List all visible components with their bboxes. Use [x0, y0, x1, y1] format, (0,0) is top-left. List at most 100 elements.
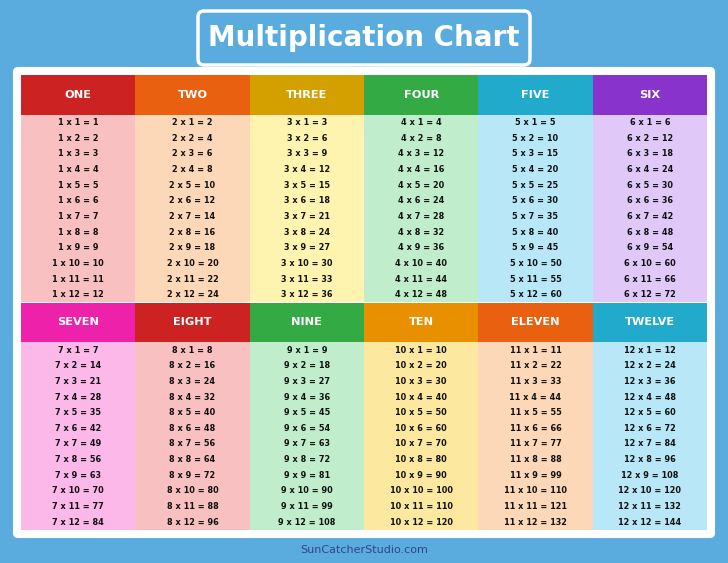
Text: 4 x 2 = 8: 4 x 2 = 8 — [401, 134, 441, 143]
Text: TWO: TWO — [178, 90, 207, 100]
Text: 3 x 11 = 33: 3 x 11 = 33 — [281, 275, 333, 284]
Text: 11 x 5 = 55: 11 x 5 = 55 — [510, 408, 561, 417]
Text: 12 x 9 = 108: 12 x 9 = 108 — [621, 471, 678, 480]
Text: 4 x 8 = 32: 4 x 8 = 32 — [398, 227, 444, 236]
Text: 10 x 1 = 10: 10 x 1 = 10 — [395, 346, 447, 355]
Text: 7 x 2 = 14: 7 x 2 = 14 — [55, 361, 101, 370]
Text: 3 x 6 = 18: 3 x 6 = 18 — [284, 196, 330, 205]
Text: 5 x 12 = 60: 5 x 12 = 60 — [510, 290, 561, 299]
Text: 11 x 11 = 121: 11 x 11 = 121 — [504, 502, 567, 511]
Text: 6 x 4 = 24: 6 x 4 = 24 — [627, 165, 673, 174]
Text: 10 x 7 = 70: 10 x 7 = 70 — [395, 440, 447, 449]
Bar — [364, 302, 478, 342]
Text: 11 x 2 = 22: 11 x 2 = 22 — [510, 361, 561, 370]
Text: 1 x 2 = 2: 1 x 2 = 2 — [58, 134, 98, 143]
Text: 5 x 11 = 55: 5 x 11 = 55 — [510, 275, 561, 284]
Text: 1 x 4 = 4: 1 x 4 = 4 — [58, 165, 98, 174]
Text: 10 x 8 = 80: 10 x 8 = 80 — [395, 455, 447, 464]
Bar — [135, 302, 250, 342]
Text: 5 x 9 = 45: 5 x 9 = 45 — [513, 243, 558, 252]
Text: 8 x 7 = 56: 8 x 7 = 56 — [170, 440, 215, 449]
Text: 8 x 8 = 64: 8 x 8 = 64 — [170, 455, 215, 464]
Text: 11 x 3 = 33: 11 x 3 = 33 — [510, 377, 561, 386]
Text: 6 x 11 = 66: 6 x 11 = 66 — [624, 275, 676, 284]
Text: 8 x 12 = 96: 8 x 12 = 96 — [167, 518, 218, 526]
Text: 3 x 4 = 12: 3 x 4 = 12 — [284, 165, 330, 174]
Text: 4 x 6 = 24: 4 x 6 = 24 — [398, 196, 444, 205]
Text: TWELVE: TWELVE — [625, 318, 675, 328]
Text: 2 x 6 = 12: 2 x 6 = 12 — [170, 196, 215, 205]
Text: 1 x 10 = 10: 1 x 10 = 10 — [52, 259, 104, 268]
Bar — [250, 342, 364, 530]
Bar — [593, 75, 707, 115]
Text: 2 x 2 = 4: 2 x 2 = 4 — [173, 134, 213, 143]
Text: FIVE: FIVE — [521, 90, 550, 100]
Text: 5 x 10 = 50: 5 x 10 = 50 — [510, 259, 561, 268]
Bar — [364, 115, 478, 302]
Text: 8 x 10 = 80: 8 x 10 = 80 — [167, 486, 218, 495]
Text: 7 x 3 = 21: 7 x 3 = 21 — [55, 377, 101, 386]
Text: 12 x 5 = 60: 12 x 5 = 60 — [624, 408, 676, 417]
Text: 10 x 6 = 60: 10 x 6 = 60 — [395, 424, 447, 433]
Text: 8 x 4 = 32: 8 x 4 = 32 — [170, 392, 215, 401]
Text: 4 x 3 = 12: 4 x 3 = 12 — [398, 149, 444, 158]
Text: 12 x 12 = 144: 12 x 12 = 144 — [618, 518, 681, 526]
Text: 9 x 4 = 36: 9 x 4 = 36 — [284, 392, 330, 401]
Text: 5 x 6 = 30: 5 x 6 = 30 — [513, 196, 558, 205]
Text: 6 x 10 = 60: 6 x 10 = 60 — [624, 259, 676, 268]
FancyBboxPatch shape — [14, 68, 714, 537]
Text: 2 x 12 = 24: 2 x 12 = 24 — [167, 290, 218, 299]
Text: 6 x 9 = 54: 6 x 9 = 54 — [627, 243, 673, 252]
Text: 11 x 12 = 132: 11 x 12 = 132 — [504, 518, 567, 526]
Text: 9 x 12 = 108: 9 x 12 = 108 — [278, 518, 336, 526]
Text: 1 x 7 = 7: 1 x 7 = 7 — [58, 212, 98, 221]
Bar — [593, 115, 707, 302]
Text: 1 x 11 = 11: 1 x 11 = 11 — [52, 275, 104, 284]
Text: 9 x 2 = 18: 9 x 2 = 18 — [284, 361, 330, 370]
Text: 4 x 11 = 44: 4 x 11 = 44 — [395, 275, 447, 284]
Text: 7 x 12 = 84: 7 x 12 = 84 — [52, 518, 104, 526]
Text: 10 x 11 = 110: 10 x 11 = 110 — [389, 502, 453, 511]
Text: 2 x 4 = 8: 2 x 4 = 8 — [173, 165, 213, 174]
Text: 5 x 8 = 40: 5 x 8 = 40 — [513, 227, 558, 236]
Text: 7 x 8 = 56: 7 x 8 = 56 — [55, 455, 101, 464]
Text: 7 x 1 = 7: 7 x 1 = 7 — [58, 346, 98, 355]
Text: 9 x 10 = 90: 9 x 10 = 90 — [281, 486, 333, 495]
Text: 8 x 3 = 24: 8 x 3 = 24 — [170, 377, 215, 386]
Text: 1 x 9 = 9: 1 x 9 = 9 — [58, 243, 98, 252]
Text: 2 x 9 = 18: 2 x 9 = 18 — [170, 243, 215, 252]
Text: 10 x 9 = 90: 10 x 9 = 90 — [395, 471, 447, 480]
Bar — [593, 342, 707, 530]
Bar — [250, 115, 364, 302]
Bar — [478, 302, 593, 342]
Text: 4 x 1 = 4: 4 x 1 = 4 — [401, 118, 442, 127]
Text: 12 x 1 = 12: 12 x 1 = 12 — [624, 346, 676, 355]
Text: 2 x 5 = 10: 2 x 5 = 10 — [170, 181, 215, 190]
Text: 11 x 8 = 88: 11 x 8 = 88 — [510, 455, 561, 464]
Text: 1 x 3 = 3: 1 x 3 = 3 — [58, 149, 98, 158]
Bar — [21, 75, 135, 115]
Text: 4 x 10 = 40: 4 x 10 = 40 — [395, 259, 447, 268]
Text: 3 x 7 = 21: 3 x 7 = 21 — [284, 212, 330, 221]
Text: NINE: NINE — [291, 318, 323, 328]
Text: 6 x 7 = 42: 6 x 7 = 42 — [627, 212, 673, 221]
FancyBboxPatch shape — [198, 11, 530, 65]
Text: 8 x 9 = 72: 8 x 9 = 72 — [170, 471, 215, 480]
Text: 5 x 2 = 10: 5 x 2 = 10 — [513, 134, 558, 143]
Text: 10 x 12 = 120: 10 x 12 = 120 — [389, 518, 453, 526]
Text: 2 x 7 = 14: 2 x 7 = 14 — [170, 212, 215, 221]
Bar — [250, 302, 364, 342]
Bar — [250, 75, 364, 115]
Text: 9 x 8 = 72: 9 x 8 = 72 — [284, 455, 330, 464]
Bar — [364, 342, 478, 530]
Text: 6 x 1 = 6: 6 x 1 = 6 — [630, 118, 670, 127]
Text: 4 x 7 = 28: 4 x 7 = 28 — [398, 212, 444, 221]
Bar — [135, 342, 250, 530]
Text: 5 x 1 = 5: 5 x 1 = 5 — [515, 118, 555, 127]
Text: 3 x 10 = 30: 3 x 10 = 30 — [281, 259, 333, 268]
Bar — [364, 75, 478, 115]
Text: 1 x 8 = 8: 1 x 8 = 8 — [58, 227, 98, 236]
Text: 1 x 12 = 12: 1 x 12 = 12 — [52, 290, 104, 299]
Text: 9 x 1 = 9: 9 x 1 = 9 — [287, 346, 327, 355]
Text: 12 x 8 = 96: 12 x 8 = 96 — [624, 455, 676, 464]
